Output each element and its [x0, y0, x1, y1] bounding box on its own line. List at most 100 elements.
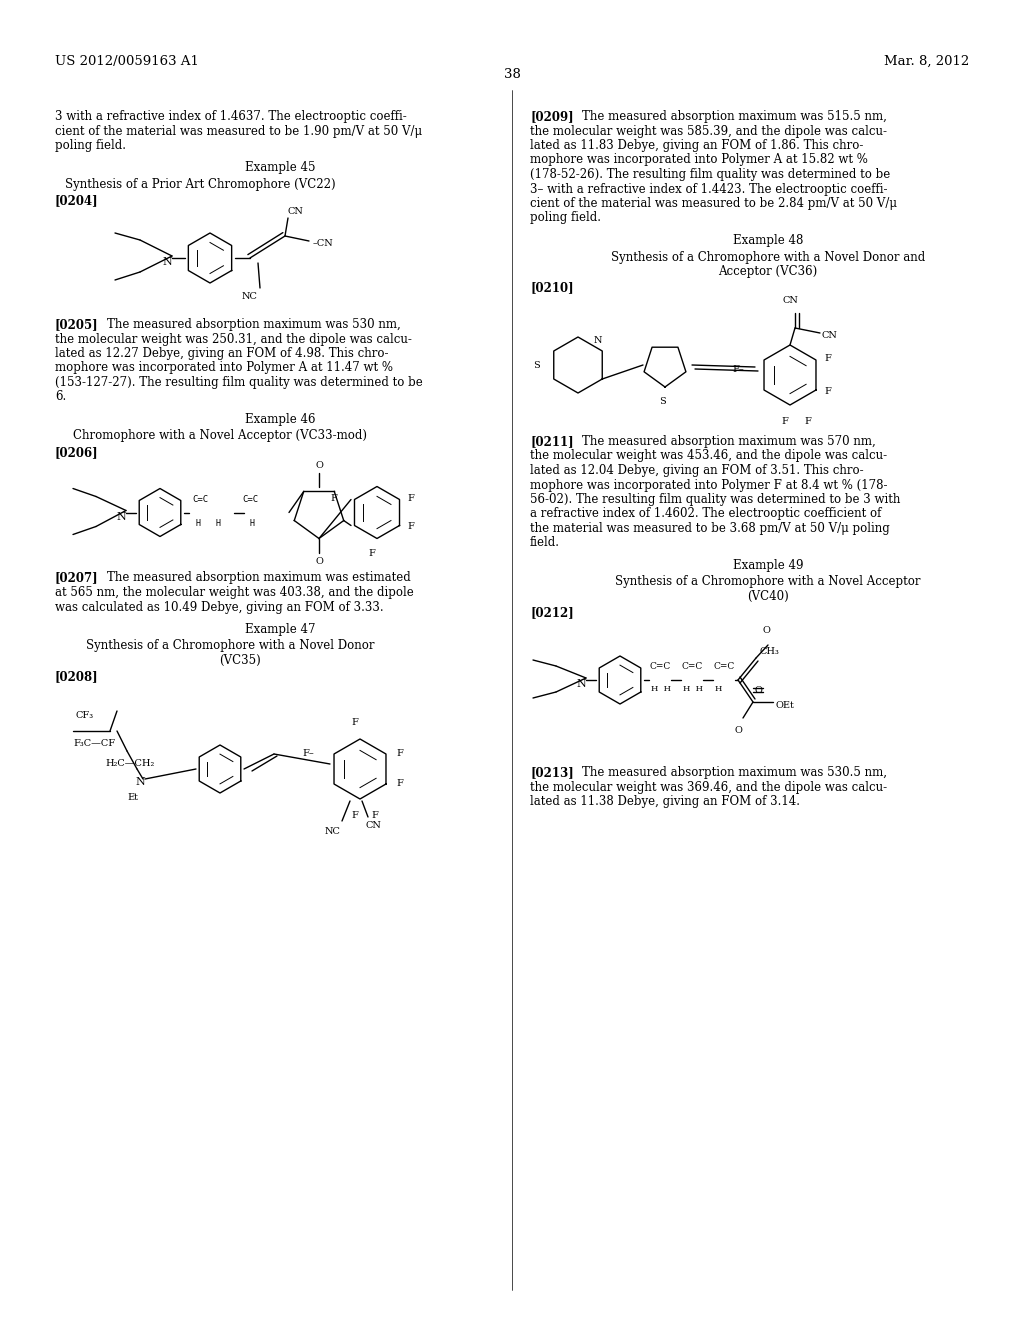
Text: CN: CN — [822, 330, 838, 339]
Text: CN: CN — [782, 296, 798, 305]
Text: S: S — [534, 360, 540, 370]
Text: F–: F– — [732, 366, 744, 375]
Text: Synthesis of a Chromophore with a Novel Donor and: Synthesis of a Chromophore with a Novel … — [611, 251, 925, 264]
Text: at 565 nm, the molecular weight was 403.38, and the dipole: at 565 nm, the molecular weight was 403.… — [55, 586, 414, 599]
Text: O: O — [734, 726, 742, 735]
Text: the material was measured to be 3.68 pm/V at 50 V/μ poling: the material was measured to be 3.68 pm/… — [530, 521, 890, 535]
Text: OEt: OEt — [776, 701, 795, 710]
Text: The measured absorption maximum was 530 nm,: The measured absorption maximum was 530 … — [106, 318, 400, 331]
Text: lated as 12.27 Debye, giving an FOM of 4.98. This chro-: lated as 12.27 Debye, giving an FOM of 4… — [55, 347, 388, 360]
Text: poling field.: poling field. — [530, 211, 601, 224]
Text: C=C: C=C — [681, 663, 702, 671]
Text: F: F — [824, 387, 830, 396]
Text: The measured absorption maximum was 570 nm,: The measured absorption maximum was 570 … — [582, 436, 876, 447]
Text: mophore was incorporated into Polymer A at 11.47 wt %: mophore was incorporated into Polymer A … — [55, 362, 393, 375]
Text: [0208]: [0208] — [55, 671, 98, 684]
Text: H: H — [249, 519, 254, 528]
Text: S: S — [658, 397, 666, 407]
Text: Mar. 8, 2012: Mar. 8, 2012 — [884, 55, 969, 69]
Text: H₂C—CH₂: H₂C—CH₂ — [105, 759, 155, 768]
Text: [0209]: [0209] — [530, 110, 573, 123]
Text: [0211]: [0211] — [530, 436, 573, 447]
Text: (153-127-27). The resulting film quality was determined to be: (153-127-27). The resulting film quality… — [55, 376, 423, 389]
Text: 6.: 6. — [55, 391, 67, 404]
Text: Example 47: Example 47 — [245, 623, 315, 636]
Text: N: N — [577, 678, 586, 689]
Text: CH₃: CH₃ — [760, 647, 780, 656]
Text: F: F — [781, 417, 788, 426]
Text: Synthesis of a Chromophore with a Novel Acceptor: Synthesis of a Chromophore with a Novel … — [615, 576, 921, 589]
Text: NC: NC — [242, 292, 258, 301]
Text: the molecular weight was 250.31, and the dipole was calcu-: the molecular weight was 250.31, and the… — [55, 333, 412, 346]
Text: poling field.: poling field. — [55, 139, 126, 152]
Text: O: O — [315, 557, 323, 565]
Text: F: F — [372, 810, 379, 820]
Text: a refractive index of 1.4602. The electrooptic coefficient of: a refractive index of 1.4602. The electr… — [530, 507, 882, 520]
Text: Example 49: Example 49 — [733, 558, 803, 572]
Text: [0210]: [0210] — [530, 281, 573, 294]
Text: N: N — [135, 777, 144, 787]
Text: Acceptor (VC36): Acceptor (VC36) — [719, 265, 817, 279]
Text: Example 48: Example 48 — [733, 234, 803, 247]
Text: CN: CN — [365, 821, 381, 830]
Text: The measured absorption maximum was 530.5 nm,: The measured absorption maximum was 530.… — [582, 766, 887, 779]
Text: H   H: H H — [196, 519, 221, 528]
Text: lated as 11.83 Debye, giving an FOM of 1.86. This chro-: lated as 11.83 Debye, giving an FOM of 1… — [530, 139, 863, 152]
Text: F: F — [330, 494, 337, 503]
Text: Et: Et — [127, 793, 138, 803]
Text: The measured absorption maximum was 515.5 nm,: The measured absorption maximum was 515.… — [582, 110, 887, 123]
Text: The measured absorption maximum was estimated: The measured absorption maximum was esti… — [106, 572, 411, 585]
Text: [0205]: [0205] — [55, 318, 98, 331]
Text: [0204]: [0204] — [55, 194, 98, 207]
Text: Example 46: Example 46 — [245, 413, 315, 426]
Text: cient of the material was measured to be 1.90 pm/V at 50 V/μ: cient of the material was measured to be… — [55, 124, 422, 137]
Text: F: F — [805, 417, 811, 426]
Text: F₃C—CF: F₃C—CF — [73, 739, 115, 748]
Text: lated as 11.38 Debye, giving an FOM of 3.14.: lated as 11.38 Debye, giving an FOM of 3… — [530, 795, 800, 808]
Text: H  H: H H — [683, 685, 703, 693]
Text: 38: 38 — [504, 69, 520, 81]
Text: F: F — [407, 523, 414, 531]
Text: the molecular weight was 369.46, and the dipole was calcu-: the molecular weight was 369.46, and the… — [530, 780, 887, 793]
Text: NC: NC — [325, 828, 340, 836]
Text: O: O — [762, 626, 770, 635]
Text: US 2012/0059163 A1: US 2012/0059163 A1 — [55, 55, 199, 69]
Text: C=C: C=C — [713, 663, 734, 671]
Text: –CN: –CN — [313, 239, 334, 248]
Text: [0206]: [0206] — [55, 446, 98, 459]
Text: N: N — [162, 257, 172, 267]
Text: field.: field. — [530, 536, 560, 549]
Text: C=C: C=C — [649, 663, 671, 671]
Text: (VC35): (VC35) — [219, 653, 261, 667]
Text: O: O — [315, 462, 323, 470]
Text: (178-52-26). The resulting film quality was determined to be: (178-52-26). The resulting film quality … — [530, 168, 890, 181]
Text: F: F — [351, 718, 358, 727]
Text: lated as 12.04 Debye, giving an FOM of 3.51. This chro-: lated as 12.04 Debye, giving an FOM of 3… — [530, 465, 863, 477]
Text: Synthesis of a Chromophore with a Novel Donor: Synthesis of a Chromophore with a Novel … — [86, 639, 374, 652]
Text: C=C: C=C — [193, 495, 208, 503]
Text: C=C: C=C — [242, 495, 258, 503]
Text: the molecular weight was 585.39, and the dipole was calcu-: the molecular weight was 585.39, and the… — [530, 124, 887, 137]
Text: F: F — [351, 810, 358, 820]
Text: H  H: H H — [651, 685, 671, 693]
Text: CN: CN — [288, 207, 304, 216]
Text: Synthesis of a Prior Art Chromophore (VC22): Synthesis of a Prior Art Chromophore (VC… — [65, 178, 335, 191]
Text: [0213]: [0213] — [530, 766, 573, 779]
Text: the molecular weight was 453.46, and the dipole was calcu-: the molecular weight was 453.46, and the… — [530, 450, 887, 462]
Text: 56-02). The resulting film quality was determined to be 3 with: 56-02). The resulting film quality was d… — [530, 492, 900, 506]
Text: F: F — [396, 750, 402, 759]
Text: CF₃: CF₃ — [75, 711, 93, 719]
Text: [0212]: [0212] — [530, 606, 573, 619]
Text: F: F — [369, 549, 376, 557]
Text: F–: F– — [302, 750, 314, 759]
Text: H: H — [715, 685, 722, 693]
Text: mophore was incorporated into Polymer A at 15.82 wt %: mophore was incorporated into Polymer A … — [530, 153, 868, 166]
Text: 3 with a refractive index of 1.4637. The electrooptic coeffi-: 3 with a refractive index of 1.4637. The… — [55, 110, 407, 123]
Text: F: F — [824, 354, 830, 363]
Text: F: F — [396, 780, 402, 788]
Text: F: F — [407, 494, 414, 503]
Text: (VC40): (VC40) — [748, 590, 788, 603]
Text: Example 45: Example 45 — [245, 161, 315, 174]
Text: N: N — [594, 335, 602, 345]
Text: Chromophore with a Novel Acceptor (VC33-mod): Chromophore with a Novel Acceptor (VC33-… — [73, 429, 367, 442]
